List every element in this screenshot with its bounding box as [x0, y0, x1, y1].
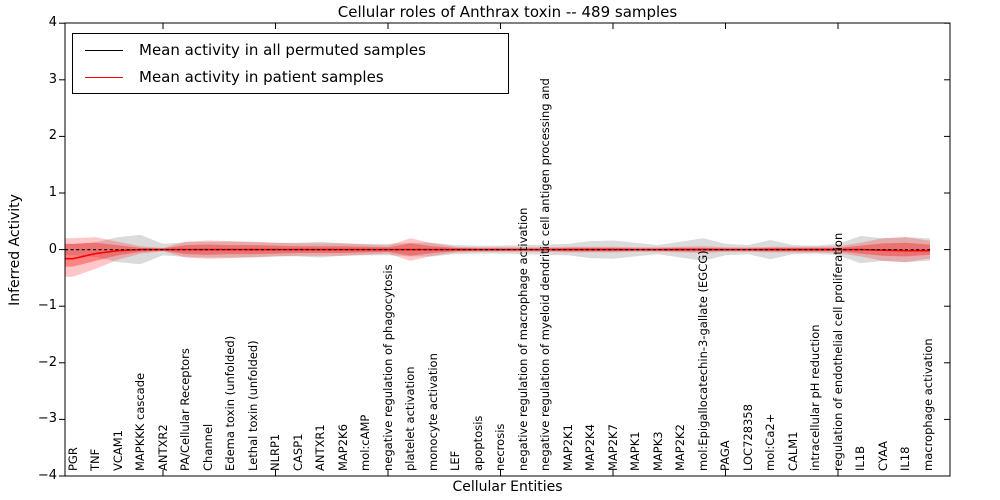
x-entity-label: CASP1 — [290, 433, 305, 471]
patient-range-inner-band — [65, 242, 930, 267]
legend-line-permuted-icon — [85, 49, 123, 51]
x-entity-label: MAP2K2 — [673, 424, 687, 471]
x-entity-label: ANTXR1 — [313, 424, 327, 471]
x-entity-label: CALM1 — [785, 431, 800, 471]
x-entity-label: IL18 — [898, 446, 912, 471]
x-entity-label: mol:Ca2+ — [763, 413, 777, 471]
x-entity-label: MAPK3 — [650, 431, 665, 471]
x-entity-label: LOC728358 — [740, 404, 755, 471]
x-entity-label: Lethal toxin (unfolded) — [245, 340, 260, 471]
x-entity-label: LEF — [448, 450, 462, 471]
x-entity-label: negative regulation of phagocytosis — [380, 264, 395, 471]
x-axis-title: Cellular Entities — [452, 479, 563, 495]
x-entity-label: MAPKKK cascade — [133, 372, 147, 471]
x-entity-label: MAP2K4 — [583, 424, 597, 471]
x-entity-label: MAPK1 — [628, 431, 642, 471]
x-entity-label: PAGA — [718, 440, 732, 471]
legend-label-patient: Mean activity in patient samples — [139, 68, 384, 86]
x-entity-label: VCAM1 — [110, 429, 125, 471]
x-entity-label: Channel — [200, 423, 215, 471]
x-entity-label: apoptosis — [470, 415, 485, 471]
x-entity-label: MAP2K6 — [335, 424, 350, 471]
y-tick-label: 1 — [48, 185, 57, 200]
x-entity-label: necrosis — [493, 423, 507, 471]
x-entity-label: regulation of endothelial cell prolifera… — [830, 232, 845, 471]
legend-label-permuted: Mean activity in all permuted samples — [139, 41, 426, 59]
x-entity-label: intracellular pH reduction — [808, 324, 822, 471]
x-entity-label: PA/Cellular Receptors — [178, 348, 192, 471]
y-tick-label: −1 — [37, 298, 57, 314]
legend: Mean activity in all permuted samples Me… — [72, 33, 509, 94]
legend-row-patient: Mean activity in patient samples — [73, 64, 508, 91]
chart-title: Cellular roles of Anthrax toxin -- 489 s… — [337, 3, 678, 21]
x-entity-label: negative regulation of macrophage activa… — [515, 207, 530, 471]
y-tick-label: −4 — [37, 468, 57, 483]
y-tick-label: 3 — [48, 71, 57, 87]
y-tick-label: 0 — [48, 241, 57, 257]
y-tick-label: −3 — [37, 411, 57, 427]
x-entity-label: PGR — [65, 447, 80, 471]
x-entity-label: NLRP1 — [268, 433, 282, 471]
legend-line-patient-icon — [85, 76, 123, 78]
x-entity-label: mol:cAMP — [358, 414, 372, 471]
y-tick-label: 2 — [48, 128, 57, 144]
x-entity-label: MAP2K7 — [605, 424, 620, 471]
x-entity-label: platelet activation — [403, 366, 417, 471]
x-entity-label: ANTXR2 — [155, 424, 170, 471]
x-entity-label: macrophage activation — [920, 338, 935, 471]
x-entity-label: negative regulation of myeloid dendritic… — [538, 78, 552, 471]
x-entity-label: monocyte activation — [425, 353, 440, 471]
x-entity-label: MAP2K1 — [560, 424, 575, 471]
y-tick-label: −2 — [37, 354, 57, 370]
y-tick-label: 4 — [48, 15, 57, 31]
legend-row-permuted: Mean activity in all permuted samples — [73, 37, 508, 64]
patient-range-outer-band — [65, 237, 930, 277]
x-entity-label: IL1B — [853, 445, 867, 471]
x-entity-label: CYAA — [875, 440, 890, 471]
x-entity-label: mol:Epigallocatechin-3-gallate (EGCG) — [695, 250, 710, 471]
x-entity-label: TNF — [88, 448, 102, 471]
x-entity-label: Edema toxin (unfolded) — [223, 335, 237, 471]
